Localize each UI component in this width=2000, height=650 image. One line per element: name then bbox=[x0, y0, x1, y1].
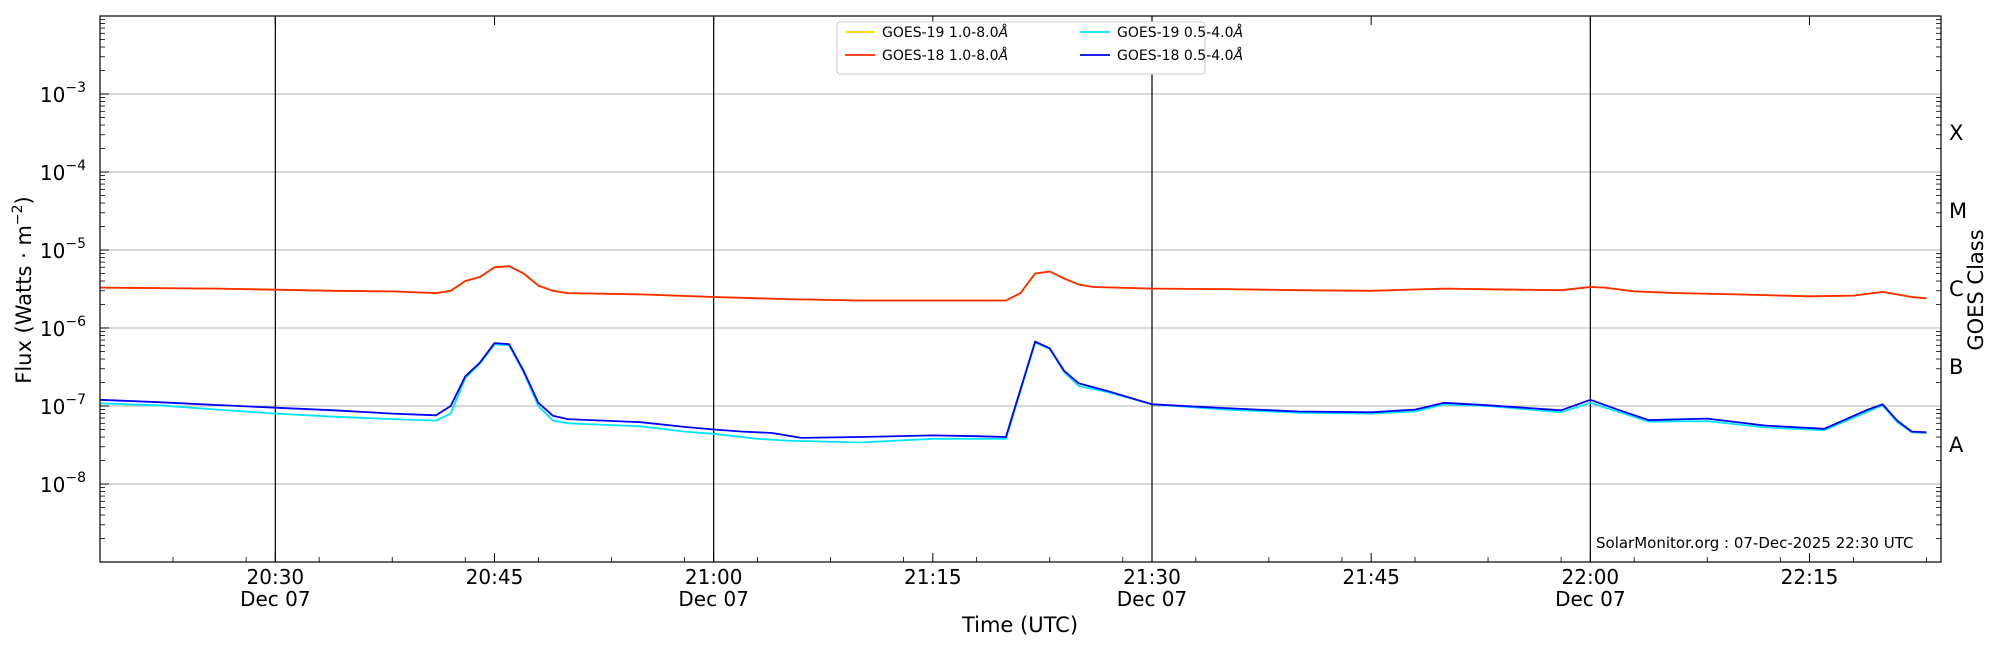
legend-label: GOES-19 0.5-4.0Å bbox=[1117, 24, 1243, 41]
x-tick-label: 21:30 bbox=[1123, 565, 1181, 589]
y-tick-labels: 10−810−710−610−510−410−3 bbox=[40, 80, 86, 497]
legend-item: GOES-19 0.5-4.0Å bbox=[1080, 24, 1243, 41]
plot-frame bbox=[99, 15, 1942, 563]
series-line-goes-18-0-5-4-0 bbox=[99, 340, 1927, 439]
legend-label: GOES-18 0.5-4.0Å bbox=[1117, 47, 1243, 64]
x-tick-label: 21:45 bbox=[1342, 565, 1400, 589]
y-tick-label: 10−6 bbox=[40, 314, 86, 341]
series-line-goes-19-1-0-8-0 bbox=[99, 265, 1927, 302]
x-tick-date: Dec 07 bbox=[1555, 587, 1626, 611]
x-tick-label: 21:15 bbox=[904, 565, 962, 589]
y-axis-title: Flux (Watts · m−2) bbox=[10, 196, 36, 384]
series-line-goes-19-0-5-4-0 bbox=[99, 341, 1927, 444]
y-axis-title-close: ) bbox=[12, 196, 36, 204]
goes-class-c: C bbox=[1949, 277, 1964, 301]
legend-label: GOES-19 1.0-8.0Å bbox=[882, 24, 1008, 41]
y-tick-exponent: −5 bbox=[65, 236, 86, 252]
y-tick-mantissa: 10 bbox=[40, 83, 65, 107]
y-tick-mantissa: 10 bbox=[40, 161, 65, 185]
y-tick-mantissa: 10 bbox=[40, 239, 65, 263]
credit-text: SolarMonitor.org : 07-Dec-2025 22:30 UTC bbox=[1596, 534, 1913, 552]
y-tick-exponent: −4 bbox=[65, 158, 86, 174]
y-tick-label: 10−4 bbox=[40, 158, 86, 185]
x-tick-label: 21:00 bbox=[685, 565, 743, 589]
x-tick-date: Dec 07 bbox=[1117, 587, 1188, 611]
y-tick-exponent: −8 bbox=[65, 470, 86, 486]
x-tick-label: 20:30 bbox=[247, 565, 305, 589]
y-tick-exponent: −3 bbox=[65, 80, 86, 96]
y-tick-mantissa: 10 bbox=[40, 317, 65, 341]
x-tick-label: 22:00 bbox=[1562, 565, 1620, 589]
goes-class-b: B bbox=[1949, 355, 1963, 379]
y-tick-label: 10−3 bbox=[40, 80, 86, 107]
horizontal-grid bbox=[100, 93, 1941, 485]
goes-class-m: M bbox=[1949, 199, 1967, 223]
legend-item: GOES-19 1.0-8.0Å bbox=[845, 24, 1008, 41]
y-tick-label: 10−8 bbox=[40, 470, 86, 497]
legend-item: GOES-18 0.5-4.0Å bbox=[1080, 47, 1243, 64]
axis-ticks bbox=[99, 16, 1941, 562]
x-tick-date: Dec 07 bbox=[240, 587, 311, 611]
y-tick-label: 10−5 bbox=[40, 236, 86, 263]
day-separator-lines bbox=[274, 16, 1591, 562]
series-line-goes-18-1-0-8-0 bbox=[99, 265, 1927, 302]
y-axis-title-exponent: −2 bbox=[10, 204, 26, 225]
x-axis-title: Time (UTC) bbox=[961, 613, 1078, 637]
goes-class-x: X bbox=[1949, 121, 1963, 145]
y-axis-title-main: Flux (Watts · m bbox=[12, 225, 36, 384]
goes-class-a: A bbox=[1949, 433, 1964, 457]
goes-class-labels: A B C M X bbox=[1949, 121, 1967, 457]
legend-label: GOES-18 1.0-8.0Å bbox=[882, 47, 1008, 64]
y-tick-label: 10−7 bbox=[40, 392, 86, 419]
x-tick-label: 22:15 bbox=[1781, 565, 1839, 589]
x-tick-date: Dec 07 bbox=[678, 587, 749, 611]
y-tick-mantissa: 10 bbox=[40, 395, 65, 419]
series-lines bbox=[99, 265, 1927, 444]
y-tick-mantissa: 10 bbox=[40, 473, 65, 497]
goes-class-axis-title: GOES Class bbox=[1964, 229, 1988, 350]
legend-box bbox=[836, 21, 1206, 75]
legend-item: GOES-18 1.0-8.0Å bbox=[845, 47, 1008, 64]
x-tick-label: 20:45 bbox=[466, 565, 524, 589]
y-tick-exponent: −6 bbox=[65, 314, 86, 330]
y-tick-exponent: −7 bbox=[65, 392, 86, 408]
legend: GOES-19 1.0-8.0Å GOES-19 0.5-4.0Å GOES-18 … bbox=[836, 21, 1243, 75]
